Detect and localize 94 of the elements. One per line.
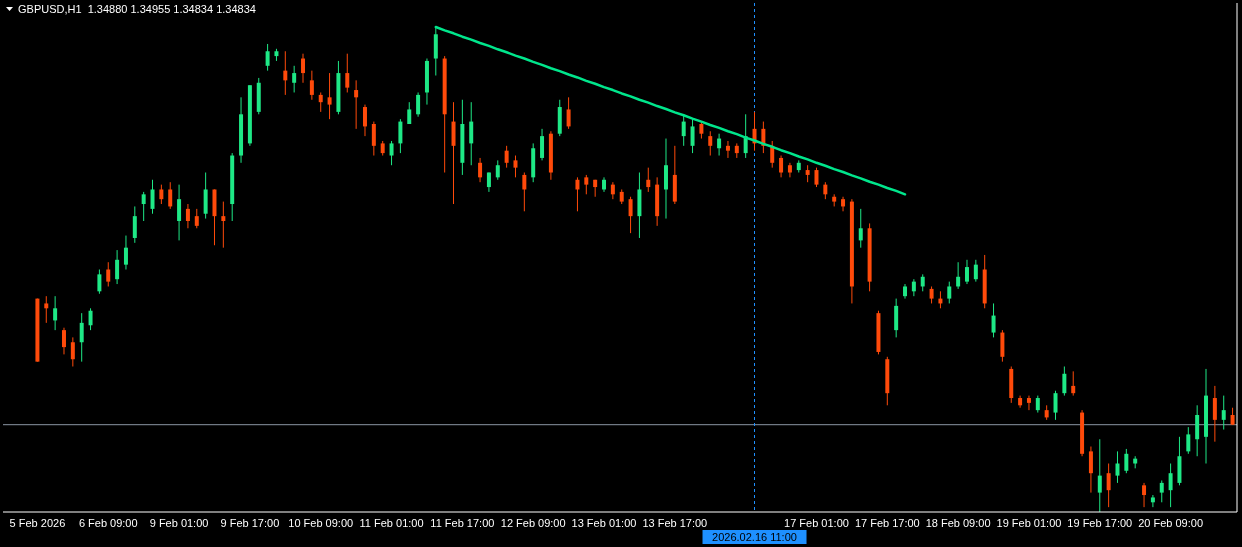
candlestick bbox=[292, 65, 297, 93]
candlestick bbox=[1062, 366, 1067, 397]
candlestick bbox=[504, 145, 509, 169]
x-tick-label: 11 Feb 01:00 bbox=[359, 517, 424, 529]
candlestick bbox=[362, 104, 367, 137]
candlestick bbox=[540, 128, 545, 161]
candlestick bbox=[708, 130, 713, 157]
chart-title: GBPUSD,H1 1.34880 1.34955 1.34834 1.34834 bbox=[18, 3, 256, 15]
candlestick bbox=[513, 155, 518, 178]
x-tick-label: 11 Feb 17:00 bbox=[430, 517, 495, 529]
candlestick bbox=[345, 53, 350, 93]
x-tick-label: 10 Feb 09:00 bbox=[288, 517, 354, 529]
x-tick-label: 9 Feb 01:00 bbox=[149, 517, 209, 529]
candlestick bbox=[584, 174, 589, 195]
candlestick bbox=[779, 155, 784, 178]
candlestick bbox=[841, 196, 846, 212]
x-tick-label: 6 Feb 09:00 bbox=[78, 517, 138, 529]
candlestick bbox=[1159, 479, 1164, 503]
candlestick bbox=[858, 208, 863, 249]
candlestick bbox=[610, 181, 615, 200]
x-tick-label: 13 Feb 17:00 bbox=[642, 517, 708, 529]
candlestick bbox=[522, 172, 527, 212]
candlestick bbox=[61, 327, 66, 355]
candlestick bbox=[354, 79, 359, 130]
candlestick bbox=[132, 205, 137, 244]
candlestick bbox=[495, 159, 500, 181]
candlestick bbox=[141, 191, 146, 222]
candlestick bbox=[911, 278, 916, 297]
candlestick bbox=[478, 157, 483, 183]
candlestick bbox=[1150, 494, 1155, 508]
candlestick bbox=[690, 118, 695, 154]
candlestick bbox=[973, 259, 978, 283]
candlestick bbox=[947, 281, 952, 304]
candlestick bbox=[398, 118, 403, 154]
candlestick bbox=[318, 91, 323, 113]
x-tick-label: 17 Feb 17:00 bbox=[854, 517, 920, 529]
candlestick bbox=[88, 307, 93, 331]
candlestick bbox=[1221, 395, 1226, 431]
candlestick bbox=[1142, 482, 1147, 508]
x-tick-label: 12 Feb 09:00 bbox=[500, 517, 566, 529]
candlestick bbox=[70, 336, 75, 367]
candlestick bbox=[150, 179, 155, 215]
candlestick bbox=[1053, 390, 1058, 421]
candlestick bbox=[327, 72, 332, 120]
candlestick bbox=[97, 269, 102, 295]
candlestick bbox=[717, 133, 722, 157]
candlestick bbox=[1186, 426, 1191, 455]
x-tick-label: 19 Feb 01:00 bbox=[996, 517, 1062, 529]
candlestick bbox=[221, 201, 226, 249]
candlestick bbox=[628, 196, 633, 234]
candlestick bbox=[1168, 463, 1173, 508]
x-tick-label: 9 Feb 17:00 bbox=[220, 517, 280, 529]
candlestick bbox=[1212, 385, 1217, 443]
candlestick bbox=[115, 249, 120, 285]
candlestick bbox=[991, 302, 996, 338]
x-tick-label: 20 Feb 09:00 bbox=[1138, 517, 1204, 529]
candlestick bbox=[1115, 450, 1120, 484]
candlestick bbox=[168, 181, 173, 210]
candlestick bbox=[159, 184, 164, 205]
x-tick-label: 17 Feb 01:00 bbox=[784, 517, 849, 529]
x-tick-label: 13 Feb 01:00 bbox=[571, 517, 637, 529]
candlestick bbox=[53, 295, 58, 331]
candlestick bbox=[1097, 438, 1102, 513]
candlestick bbox=[44, 295, 49, 324]
candlestick bbox=[194, 208, 199, 229]
x-tick-label: 5 Feb 2026 bbox=[9, 517, 66, 529]
candlestick bbox=[309, 70, 314, 101]
candlestick bbox=[185, 203, 190, 229]
candlestick bbox=[469, 101, 474, 166]
x-tick-label: 2026.02.16 11:00 bbox=[712, 531, 797, 543]
candlestick bbox=[1071, 370, 1076, 397]
candlestick bbox=[566, 96, 571, 130]
candlestick bbox=[956, 261, 961, 290]
candlestick bbox=[301, 53, 306, 84]
candlestick bbox=[575, 176, 580, 212]
candlestick bbox=[725, 140, 730, 159]
x-tick-label: 19 Feb 17:00 bbox=[1067, 517, 1133, 529]
candlestick bbox=[371, 121, 376, 157]
candlestick bbox=[1088, 446, 1093, 494]
candlestick bbox=[79, 312, 84, 363]
candlestick bbox=[265, 43, 270, 72]
candlestick bbox=[123, 235, 128, 270]
candlestick bbox=[964, 259, 969, 285]
candlestick bbox=[416, 91, 421, 118]
candlestick bbox=[1026, 395, 1031, 411]
candlestick bbox=[1124, 448, 1129, 474]
candlestick bbox=[814, 167, 819, 188]
candlestick bbox=[1106, 463, 1111, 508]
candlestick bbox=[106, 261, 111, 287]
candlestick bbox=[283, 50, 288, 96]
x-tick-label: 18 Feb 09:00 bbox=[925, 517, 991, 529]
candlestick bbox=[177, 184, 182, 241]
candlestick bbox=[389, 140, 394, 166]
candlestick bbox=[646, 167, 651, 193]
